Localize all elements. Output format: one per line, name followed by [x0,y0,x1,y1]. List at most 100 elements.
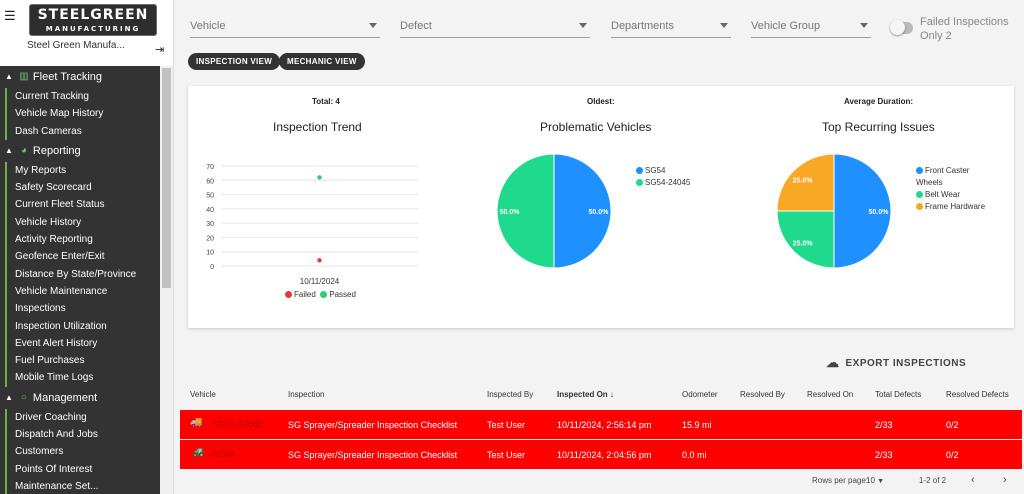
departments-select[interactable]: Departments [611,14,731,38]
pie-chart-icon: ◕ [20,144,27,156]
logout-icon[interactable]: ⇥ [155,44,165,56]
table-row[interactable]: 🚚 SG54-24045 SG Sprayer/Spreader Inspect… [180,410,1022,439]
prev-page-icon[interactable]: ‹ [971,474,975,486]
col-header-total-defects[interactable]: Total Defects [875,390,922,399]
sidebar-item-vehicle-maintenance[interactable]: Vehicle Maintenance [15,285,108,297]
legend-item: SG54-24045 [636,177,690,189]
col-header-inspected-by[interactable]: Inspected By [487,390,534,399]
sidebar-header: ☰ STEELGREEN MANUFACTURING Steel Green M… [0,0,173,66]
col-header-resolved-by[interactable]: Resolved By [740,390,785,399]
legend-passed: Passed [329,290,356,299]
cell-inspection: SG Sprayer/Spreader Inspection Checklist [288,420,458,430]
col-header-vehicle[interactable]: Vehicle [190,390,216,399]
vehicle-select-label: Vehicle [190,20,226,32]
legend-label: Front Caster Wheels [916,166,970,187]
export-inspections-button[interactable]: ☁ EXPORT INSPECTIONS [826,355,966,371]
sidebar-item-maintenance-set[interactable]: Maintenance Set... [15,480,99,492]
col-header-inspection[interactable]: Inspection [288,390,325,399]
y-tick-label: 40 [206,207,214,214]
sidebar-item-dispatch-and-jobs[interactable]: Dispatch And Jobs [15,429,98,441]
pagination-range: 1-2 of 2 [919,476,947,485]
sidebar-item-driver-coaching[interactable]: Driver Coaching [15,411,87,423]
mechanic-view-button[interactable]: MECHANIC VIEW [279,53,365,70]
sidebar-item-points-of-interest[interactable]: Points Of Interest [15,463,93,475]
y-tick-label: 30 [206,221,214,228]
col-header-inspected-on[interactable]: Inspected On ↓ [557,390,614,399]
legend-dot [916,203,923,210]
top-recurring-issues-pie: 50.0% 25.0% 25.0% [776,153,892,269]
hamburger-menu-icon[interactable]: ☰ [4,8,16,23]
legend-label: Frame Hardware [925,202,986,211]
sidebar-item-activity-reporting[interactable]: Activity Reporting [15,234,93,246]
sidebar-item-vehicle-map-history[interactable]: Vehicle Map History [15,108,104,120]
sidebar-scrollbar[interactable] [160,66,173,494]
cell-resolved-defects: 0/2 [946,450,959,460]
sidebar-item-current-tracking[interactable]: Current Tracking [15,91,89,102]
sidebar-item-vehicle-history[interactable]: Vehicle History [15,216,82,228]
sidebar-item-mobile-time-logs[interactable]: Mobile Time Logs [15,372,94,384]
data-point-failed [317,258,322,263]
cell-inspected-by: Test User [487,450,526,460]
pie-data-label: 50.0% [589,209,610,216]
pie-slice [553,153,612,269]
failed-only-toggle[interactable] [890,20,913,35]
problematic-vehicles-pie: 50.0% 50.0% [496,153,612,269]
chevron-down-icon [369,23,377,28]
section-reporting[interactable]: ▲ ◕ Reporting [0,140,160,162]
sidebar-item-current-fleet-status[interactable]: Current Fleet Status [15,199,105,211]
failed-legend-dot [285,291,292,298]
y-tick-label: 20 [206,235,214,242]
chevron-down-icon [579,23,587,28]
scrollbar-thumb[interactable] [162,68,171,288]
y-tick-label: 60 [206,178,214,185]
vehicle-link[interactable]: SG54 [212,449,236,459]
vehicle-link[interactable]: SG54-24045 [212,419,264,429]
table-row[interactable]: 🚜 SG54 SG Sprayer/Spreader Inspection Ch… [180,440,1022,469]
col-header-resolved-on[interactable]: Resolved On [807,390,854,399]
cloud-upload-icon: ☁ [826,355,840,370]
next-page-icon[interactable]: › [1003,474,1007,486]
stat-total: Total: 4 [312,97,340,106]
sidebar: ☰ STEELGREEN MANUFACTURING Steel Green M… [0,0,174,494]
col-header-resolved-defects[interactable]: Resolved Defects [946,390,1009,399]
rows-per-page-select[interactable]: 10 ▼ [866,476,884,485]
col-header-odometer[interactable]: Odometer [682,390,718,399]
col-header-label: Inspected On [557,390,608,399]
chart-title-top-recurring-issues: Top Recurring Issues [822,120,935,134]
y-tick-label: 0 [210,264,214,271]
vehicle-group-select[interactable]: Vehicle Group [751,14,871,38]
problematic-vehicles-legend: SG54 SG54-24045 [636,165,690,189]
sidebar-item-inspection-utilization[interactable]: Inspection Utilization [15,320,107,332]
pie-data-label: 50.0% [869,209,890,216]
y-tick-label: 10 [206,250,214,257]
y-tick-label: 70 [206,164,214,171]
sidebar-item-customers[interactable]: Customers [15,446,64,458]
fleet-tracking-items: Current Tracking Vehicle Map History Das… [5,88,160,140]
sidebar-item-event-alert-history[interactable]: Event Alert History [15,337,98,349]
section-management[interactable]: ▲ ○ Management [0,387,160,409]
departments-select-label: Departments [611,20,674,32]
cell-total-defects: 2/33 [875,420,893,430]
pie-slice [496,153,555,269]
section-fleet-tracking[interactable]: ▲ ▥ Fleet Tracking [0,66,160,88]
inspection-view-button[interactable]: INSPECTION VIEW [188,53,281,70]
rows-per-page-value: 10 [866,476,875,485]
export-label: EXPORT INSPECTIONS [845,358,967,369]
sidebar-nav: ▲ ▥ Fleet Tracking Current Tracking Vehicl… [0,66,160,494]
vehicle-group-select-label: Vehicle Group [751,20,821,32]
vehicle-select[interactable]: Vehicle [190,14,380,38]
sidebar-item-geofence[interactable]: Geofence Enter/Exit [15,251,105,263]
sidebar-item-safety-scorecard[interactable]: Safety Scorecard [15,182,92,194]
defect-select-label: Defect [400,20,432,32]
defect-select[interactable]: Defect [400,14,590,38]
legend-item: Frame Hardware [916,201,996,213]
sidebar-item-my-reports[interactable]: My Reports [15,164,67,176]
sidebar-item-inspections[interactable]: Inspections [15,303,66,315]
toggle-knob[interactable] [890,20,905,35]
sidebar-item-distance-by-state[interactable]: Distance By State/Province [15,268,137,280]
sidebar-item-fuel-purchases[interactable]: Fuel Purchases [15,355,85,367]
cell-inspected-on: 10/11/2024, 2:04:56 pm [557,450,652,460]
pie-data-label: 25.0% [793,240,814,247]
sidebar-item-dash-cameras[interactable]: Dash Cameras [15,125,82,137]
trend-legend: Failed Passed [285,290,356,299]
